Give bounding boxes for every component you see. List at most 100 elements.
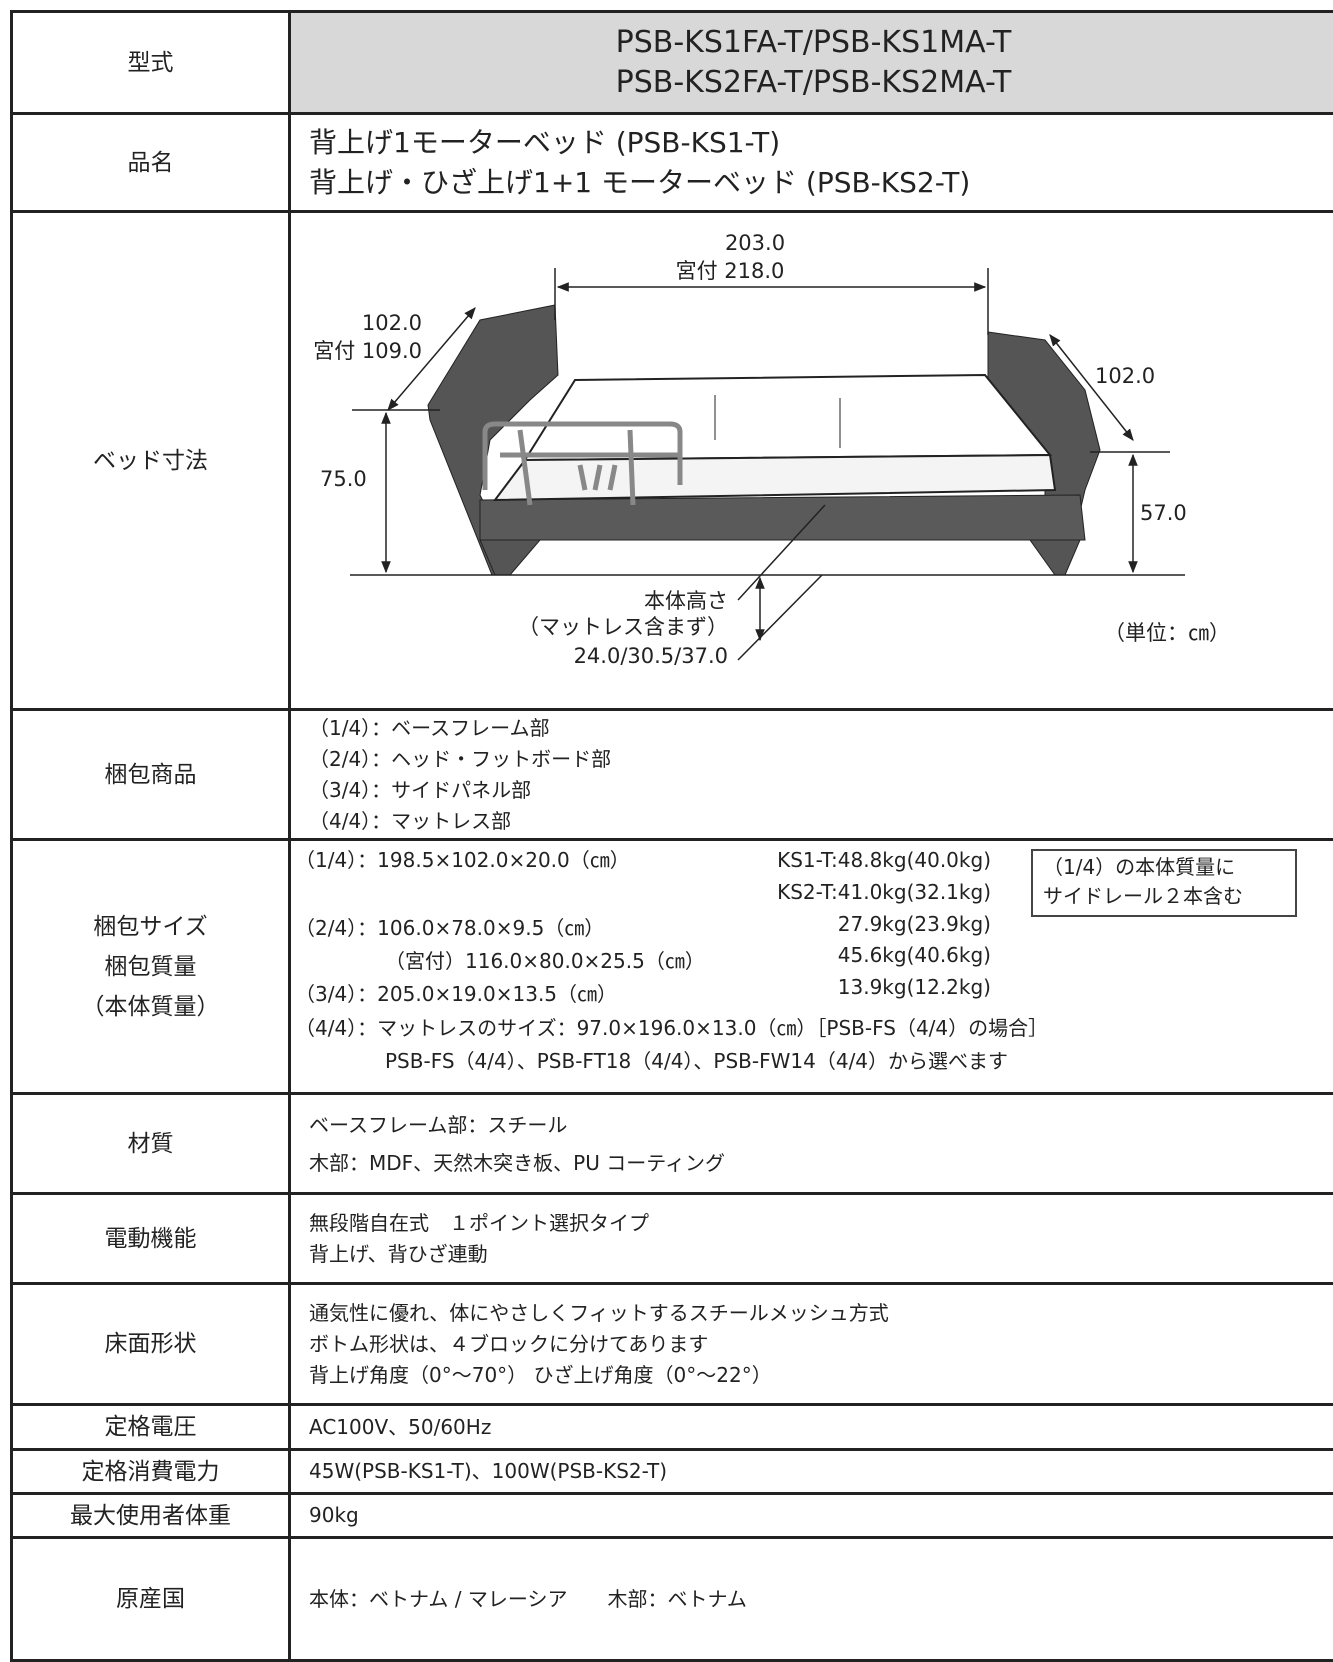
label-text: 定格電圧 — [104, 1414, 197, 1440]
leg — [1029, 539, 1081, 576]
content-line: 木部：MDF、天然木突き板、PU コーティング — [309, 1150, 726, 1175]
row-label: 床面形状 — [13, 1285, 291, 1403]
table-row: 型式 PSB-KS1FA-T/PSB-KS1MA-T PSB-KS2FA-T/PSB… — [13, 13, 1333, 115]
content-line: ボトム形状は、４ブロックに分けてあります — [309, 1331, 709, 1356]
dimension-label: 本体高さ — [644, 589, 728, 613]
content-line: ベースフレーム部：スチール — [309, 1112, 568, 1137]
content-line: （3/4）：サイドパネル部 — [309, 777, 532, 802]
label-text: 梱包商品 — [104, 761, 197, 788]
content-line: 無段階自在式 １ポイント選択タイプ — [309, 1210, 649, 1235]
content-line: 背上げ角度（0°～70°） ひざ上げ角度（0°～22°） — [309, 1362, 772, 1387]
content-line: 本体：ベトナム / マレーシア 木部：ベトナム — [309, 1586, 747, 1611]
row-label: 梱包サイズ梱包質量 （本体質量） — [13, 841, 291, 1092]
label-text: 品名 — [127, 149, 174, 176]
dimension-label: 203.0 — [725, 231, 785, 255]
mattress-side — [492, 453, 1057, 502]
label-text: 梱包サイズ — [93, 913, 208, 940]
packing-line: （1/4）：198.5×102.0×20.0（㎝） — [295, 848, 630, 872]
content-line: 背上げ1モーターベッド (PSB-KS1-T) — [309, 125, 781, 159]
row-label: ベッド寸法 — [13, 213, 291, 708]
content-line: PSB-KS1FA-T/PSB-KS1MA-T — [615, 24, 1012, 60]
dimension-label: 102.0 — [362, 311, 422, 335]
label-text: （本体質量） — [81, 993, 220, 1020]
content-line: PSB-KS2FA-T/PSB-KS2MA-T — [615, 64, 1012, 100]
dimension-label: 75.0 — [320, 467, 367, 491]
bed-diagram: 203.0 宮付 218.0 102.0 宮付 109.0 102.0 75.0… — [313, 231, 1230, 668]
row-label: 品名 — [13, 115, 291, 210]
table-row: 定格消費電力 45W(PSB-KS1-T)、100W(PSB-KS2-T) — [13, 1451, 1333, 1495]
leader-line — [737, 574, 823, 661]
packing-line: （3/4）：205.0×19.0×13.5（㎝） — [295, 982, 618, 1006]
label-text: 材質 — [127, 1130, 174, 1157]
content-line: （1/4）：ベースフレーム部 — [309, 715, 550, 740]
content-line: （4/4）：マットレス部 — [309, 808, 512, 833]
dimension-label: 宮付 218.0 — [676, 259, 785, 283]
dimension-label: （マットレス含まず） — [518, 615, 728, 639]
dimension-line — [387, 307, 476, 411]
content-line: （2/4）：ヘッド・フットボード部 — [309, 746, 612, 771]
row-content: AC100V、50/60Hz — [291, 1406, 1333, 1448]
label-text: ベッド寸法 — [93, 447, 208, 474]
row-content: PSB-KS1FA-T/PSB-KS1MA-T PSB-KS2FA-T/PSB-K… — [291, 13, 1333, 112]
content-line: 90kg — [309, 1503, 359, 1527]
row-label: 電動機能 — [13, 1195, 291, 1282]
mattress-top — [523, 373, 1053, 462]
side-rail — [482, 421, 683, 506]
table-row: 定格電圧 AC100V、50/60Hz — [13, 1406, 1333, 1451]
label-text: 電動機能 — [104, 1225, 197, 1252]
row-label: 原産国 — [13, 1539, 291, 1659]
content-line: 背上げ、背ひざ連動 — [309, 1241, 488, 1266]
table-row: 床面形状 通気性に優れ、体にやさしくフィットするスチールメッシュ方式 ボトム形状は、… — [13, 1285, 1333, 1406]
label-text: 原産国 — [116, 1586, 185, 1612]
table-row: 電動機能 無段階自在式 １ポイント選択タイプ 背上げ、背ひざ連動 — [13, 1195, 1333, 1285]
dimension-label: 宮付 109.0 — [313, 339, 422, 363]
row-content: 通気性に優れ、体にやさしくフィットするスチールメッシュ方式 ボトム形状は、４ブロッ… — [291, 1285, 1333, 1403]
row-content: 90kg — [291, 1495, 1333, 1536]
table-row: ベッド寸法 — [13, 213, 1333, 711]
table-row: 梱包サイズ梱包質量 （本体質量） （1/4）：198.5×102.0×20.0（㎝）… — [13, 841, 1333, 1095]
frame — [479, 494, 1086, 541]
table-row: 品名 背上げ1モーターベッド (PSB-KS1-T) 背上げ・ひざ上げ1+1 モータ… — [13, 115, 1333, 213]
spec-table: 型式 PSB-KS1FA-T/PSB-KS1MA-T PSB-KS2FA-T/PSB… — [10, 10, 1333, 1662]
row-content: 背上げ1モーターベッド (PSB-KS1-T) 背上げ・ひざ上げ1+1 モーターベ… — [291, 115, 1333, 210]
label-text: 定格消費電力 — [81, 1458, 220, 1485]
note-box: （1/4）の本体質量に サイドレール２本含む — [1031, 849, 1297, 917]
row-label: 定格電圧 — [13, 1406, 291, 1448]
leg — [479, 539, 542, 576]
label-text: 型式 — [127, 49, 174, 76]
leader-line — [737, 504, 826, 601]
table-row: 梱包商品 （1/4）：ベースフレーム部 （2/4）：ヘッド・フットボード部 （3/4）… — [13, 711, 1333, 841]
row-content: 45W(PSB-KS1-T)、100W(PSB-KS2-T) — [291, 1451, 1333, 1492]
dimension-label: 57.0 — [1140, 501, 1187, 525]
dimension-line — [1049, 334, 1134, 441]
dimension-label: 24.0/30.5/37.0 — [574, 644, 728, 668]
row-content: （1/4）：198.5×102.0×20.0（㎝） （2/4）：106.0×78.… — [291, 841, 1333, 1092]
packing-weight: KS1-T:48.8kg(40.0kg) — [777, 848, 991, 872]
row-content: （1/4）：ベースフレーム部 （2/4）：ヘッド・フットボード部 （3/4）：サイド… — [291, 711, 1333, 838]
content-line: 45W(PSB-KS1-T)、100W(PSB-KS2-T) — [309, 1459, 668, 1483]
packing-weight: 45.6kg(40.6kg) — [837, 943, 991, 967]
row-label: 型式 — [13, 13, 291, 112]
unit-note: （単位：㎝） — [1104, 621, 1230, 645]
note-text: （1/4）の本体質量に — [1043, 855, 1236, 879]
row-label: 材質 — [13, 1095, 291, 1192]
row-label: 最大使用者体重 — [13, 1495, 291, 1536]
packing-line: PSB-FS（4/4）、PSB-FT18（4/4）、PSB-FW14（4/4）か… — [385, 1049, 1009, 1073]
content-line: AC100V、50/60Hz — [309, 1414, 492, 1439]
table-row: 最大使用者体重 90kg — [13, 1495, 1333, 1539]
packing-line: （2/4）：106.0×78.0×9.5（㎝） — [295, 916, 605, 940]
note-text: サイドレール２本含む — [1043, 884, 1243, 908]
dimension-label: 102.0 — [1095, 364, 1155, 388]
label-text: 梱包質量 — [104, 953, 197, 980]
table-row: 原産国 本体：ベトナム / マレーシア 木部：ベトナム — [13, 1539, 1333, 1662]
label-text: 最大使用者体重 — [70, 1502, 231, 1529]
row-label: 梱包商品 — [13, 711, 291, 838]
packing-line: （4/4）：マットレスのサイズ：97.0×196.0×13.0（㎝）［PSB-F… — [295, 1016, 1049, 1040]
packing-weight: 13.9kg(12.2kg) — [837, 975, 991, 999]
packing-weight: KS2-T:41.0kg(32.1kg) — [777, 880, 991, 904]
row-content: 本体：ベトナム / マレーシア 木部：ベトナム — [291, 1539, 1333, 1659]
packing-line: （宮付）116.0×80.0×25.5（㎝） — [385, 949, 705, 973]
content-line: 通気性に優れ、体にやさしくフィットするスチールメッシュ方式 — [309, 1300, 889, 1325]
row-content: 無段階自在式 １ポイント選択タイプ 背上げ、背ひざ連動 — [291, 1195, 1333, 1282]
